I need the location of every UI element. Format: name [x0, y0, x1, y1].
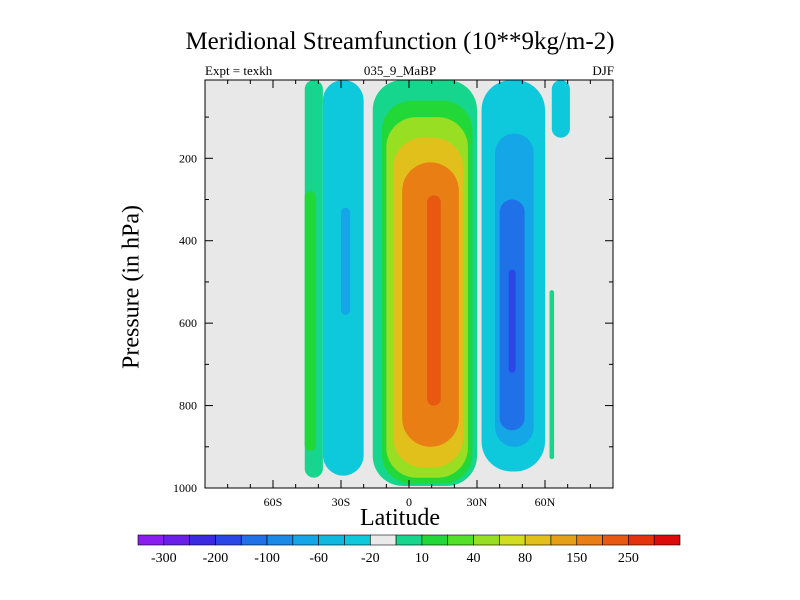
colorbar-swatch	[447, 534, 474, 546]
season-label: DJF	[592, 63, 614, 78]
colorbar-swatch	[240, 534, 268, 546]
experiment-id: 035_9_MaBP	[363, 63, 437, 78]
contour-region-9	[427, 195, 441, 406]
colorbar-label: -20	[361, 551, 380, 566]
colorbar-swatch	[576, 534, 603, 546]
colorbar-swatch	[266, 534, 294, 546]
colorbar-label: 250	[618, 551, 639, 566]
x-axis-label: Latitude	[360, 505, 440, 531]
colorbar-swatch	[292, 534, 319, 546]
colorbar-label: 80	[518, 551, 532, 566]
y-tick-label: 1000	[173, 481, 197, 495]
y-tick-label: 400	[179, 234, 197, 248]
contour-region-13	[508, 269, 516, 373]
colorbar-label: -200	[203, 551, 229, 566]
colorbar-swatch	[628, 534, 655, 546]
colorbar-swatch	[163, 534, 190, 546]
colorbar-label: 40	[467, 551, 481, 566]
colorbar-swatch	[215, 534, 242, 546]
colorbar-swatch	[550, 534, 578, 546]
contour-region-14	[551, 80, 570, 138]
x-tick-label: 60N	[535, 495, 556, 509]
y-tick-label: 800	[179, 399, 197, 413]
x-tick-label: 0	[406, 495, 412, 509]
contour-fills	[304, 80, 570, 486]
colorbar: -300 -200 -100 -60 -20 10 40 80 150 250	[137, 534, 681, 566]
colorbar-swatch	[524, 534, 552, 546]
contour-region-1	[304, 191, 317, 451]
colorbar-swatch	[395, 534, 423, 546]
colorbar-swatch	[318, 534, 345, 546]
colorbar-swatch	[189, 534, 216, 546]
axes: 60S 30S 0 30N 60N 200 400 600 800 1000	[173, 80, 613, 509]
colorbar-swatch	[369, 534, 397, 546]
x-tick-label: 30N	[467, 495, 488, 509]
y-tick-label: 200	[179, 151, 197, 165]
y-tick-label: 600	[179, 316, 197, 330]
x-tick-label: 30S	[332, 495, 351, 509]
experiment-label: Expt = texkh	[205, 63, 273, 78]
colorbar-label: -60	[309, 551, 328, 566]
colorbar-swatch	[344, 534, 371, 546]
colorbar-swatch	[653, 534, 681, 546]
colorbar-swatch	[499, 534, 526, 546]
colorbar-label: -100	[254, 551, 280, 566]
colorbar-swatch	[602, 534, 629, 546]
contour-region-15	[549, 290, 555, 460]
colorbar-label: -300	[151, 551, 177, 566]
x-tick-label: 60S	[264, 495, 283, 509]
chart-title: Meridional Streamfunction (10**9kg/m-2)	[185, 28, 615, 55]
colorbar-label: 150	[566, 551, 587, 566]
colorbar-swatch	[473, 534, 500, 546]
colorbar-swatch	[137, 534, 165, 546]
colorbar-label: 10	[415, 551, 429, 566]
contour-region-3	[341, 207, 351, 315]
colorbar-swatch	[421, 534, 449, 546]
